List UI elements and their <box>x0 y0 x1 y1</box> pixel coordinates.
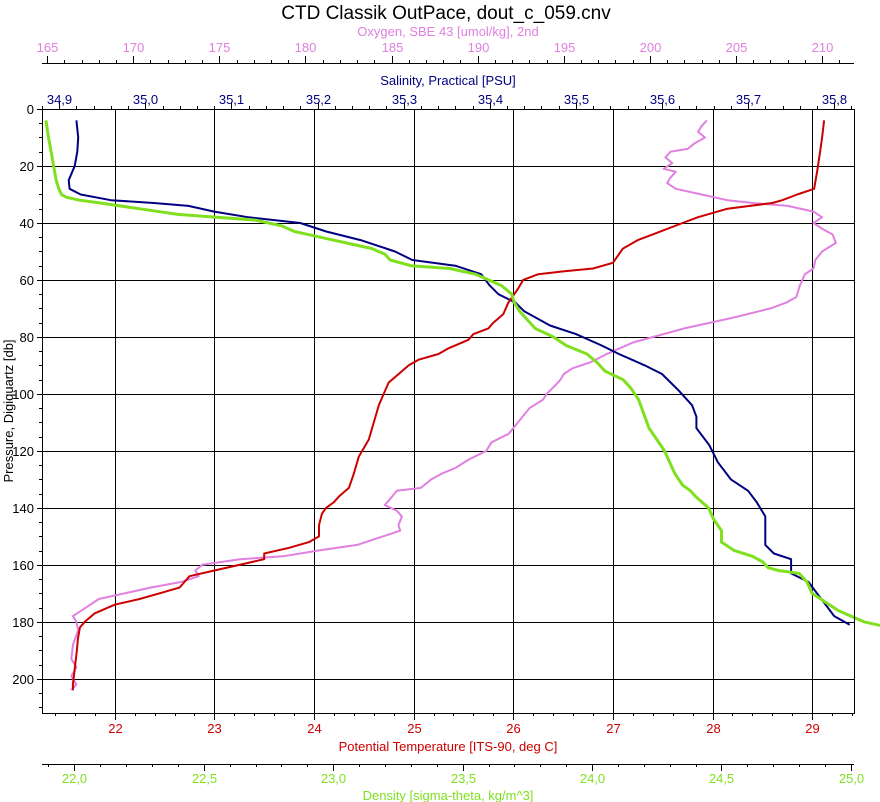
density-tick-label-24,5: 24,5 <box>709 771 734 786</box>
temperature-tick-label-22: 22 <box>108 721 122 736</box>
salinity-tick-label-34,9: 34,9 <box>47 92 72 107</box>
y-tick-label-140: 140 <box>12 501 34 516</box>
density-tick-label-23,5: 23,5 <box>451 771 476 786</box>
salinity-tick-label-35,6: 35,6 <box>650 92 675 107</box>
temperature-profile-line <box>71 120 826 691</box>
density-tick-label-25,0: 25,0 <box>839 771 864 786</box>
salinity-tick-label-35,8: 35,8 <box>822 92 847 107</box>
density-profile-line <box>44 120 880 627</box>
chart-title: CTD Classik OutPace, dout_c_059.cnv <box>281 3 611 24</box>
oxygen-tick-label-200: 200 <box>640 40 662 55</box>
salinity-profile-line <box>67 120 851 626</box>
temperature-tick-label-24: 24 <box>307 721 321 736</box>
density-axis-title: Density [sigma-theta, kg/m^3] <box>363 788 534 802</box>
axes-layer: 0 20 40 60 80 100 120 140 160 180 200 Pressure, Dig… <box>1 24 864 802</box>
temperature-axis-title: Potential Temperature [ITS-90, deg C] <box>339 739 558 754</box>
oxygen-tick-label-185: 185 <box>382 40 404 55</box>
salinity-tick-label-35,7: 35,7 <box>736 92 761 107</box>
salinity-tick-label-35,0: 35,0 <box>133 92 158 107</box>
temperature-tick-label-26: 26 <box>506 721 520 736</box>
oxygen-tick-label-170: 170 <box>123 40 145 55</box>
series-layer <box>44 119 880 691</box>
oxygen-tick-label-190: 190 <box>468 40 490 55</box>
temperature-tick-label-25: 25 <box>407 721 421 736</box>
temperature-tick-label-29: 29 <box>805 721 819 736</box>
y-tick-label-160: 160 <box>12 558 34 573</box>
salinity-tick-label-35,1: 35,1 <box>219 92 244 107</box>
oxygen-tick-label-165: 165 <box>37 40 59 55</box>
density-tick-label-22,5: 22,5 <box>192 771 217 786</box>
temperature-tick-label-23: 23 <box>207 721 221 736</box>
grid-layer <box>42 109 854 713</box>
density-tick-label-24,0: 24,0 <box>580 771 605 786</box>
salinity-axis-title: Salinity, Practical [PSU] <box>380 73 516 88</box>
y-tick-label-0: 0 <box>27 102 34 117</box>
y-tick-label-100: 100 <box>12 387 34 402</box>
y-tick-label-200: 200 <box>12 672 34 687</box>
salinity-tick-label-35,5: 35,5 <box>564 92 589 107</box>
temperature-tick-label-28: 28 <box>706 721 720 736</box>
salinity-tick-label-35,3: 35,3 <box>392 92 417 107</box>
oxygen-tick-label-180: 180 <box>295 40 317 55</box>
density-tick-label-22,0: 22,0 <box>62 771 87 786</box>
density-tick-label-23,0: 23,0 <box>321 771 346 786</box>
oxygen-tick-label-175: 175 <box>209 40 231 55</box>
y-tick-label-60: 60 <box>20 273 34 288</box>
oxygen-tick-label-210: 210 <box>812 40 834 55</box>
oxygen-tick-label-195: 195 <box>554 40 576 55</box>
oxygen-tick-label-205: 205 <box>726 40 748 55</box>
y-tick-label-120: 120 <box>12 444 34 459</box>
y-tick-label-180: 180 <box>12 615 34 630</box>
plot-frame <box>42 109 855 714</box>
y-axis-title: Pressure, Digiquartz [db] <box>1 339 16 482</box>
oxygen-profile-line <box>70 119 837 691</box>
oxygen-axis-title: Oxygen, SBE 43 [umol/kg], 2nd <box>357 24 538 39</box>
salinity-tick-label-35,4: 35,4 <box>478 92 503 107</box>
y-tick-label-40: 40 <box>20 216 34 231</box>
salinity-tick-label-35,2: 35,2 <box>306 92 331 107</box>
y-tick-label-80: 80 <box>20 330 34 345</box>
y-tick-label-20: 20 <box>20 159 34 174</box>
temperature-tick-label-27: 27 <box>606 721 620 736</box>
